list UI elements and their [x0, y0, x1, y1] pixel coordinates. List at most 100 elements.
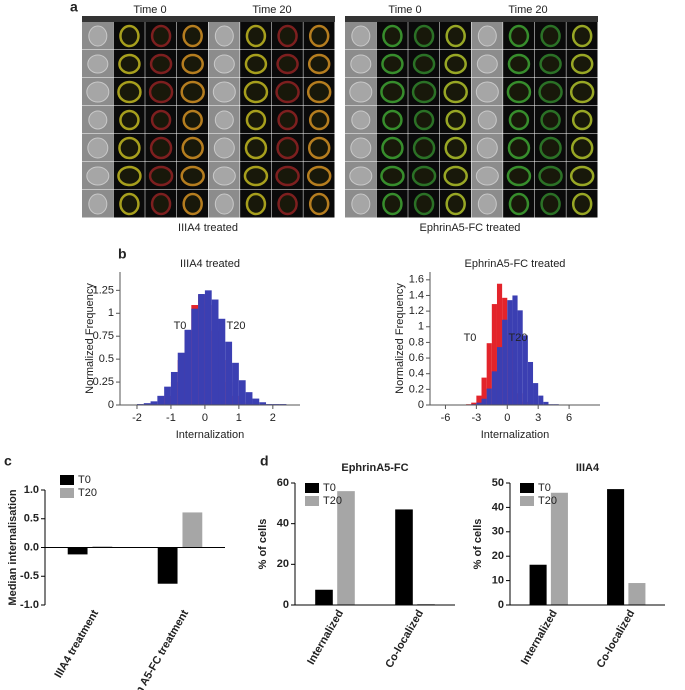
time-label: Time 20 — [508, 4, 547, 16]
x-tick-label: -6 — [441, 412, 451, 424]
cell-body — [570, 136, 594, 160]
y-tick-label: 1.4 — [409, 289, 424, 301]
chart-title: EphrinA5-FC — [341, 462, 408, 474]
cell-body — [245, 109, 267, 131]
cell-body — [569, 165, 595, 187]
y-axis-label: Median internalisation — [7, 489, 19, 605]
cell-body — [413, 109, 435, 131]
cell-body — [475, 166, 499, 186]
histogram-bar — [218, 318, 226, 405]
histogram-bar — [527, 361, 534, 405]
time-label: Time 0 — [388, 4, 421, 16]
cell-body — [214, 193, 234, 215]
cell-body — [540, 24, 561, 48]
y-axis-label: Normalized Frequency — [84, 283, 96, 394]
cell-body — [150, 192, 172, 216]
bar — [92, 546, 113, 548]
cell-body — [539, 136, 562, 160]
histogram-bar — [164, 386, 171, 405]
y-tick-label: 1.6 — [409, 274, 424, 286]
histogram-bar — [150, 401, 158, 405]
cell-body — [149, 136, 173, 160]
legend-label: T20 — [78, 487, 97, 499]
cell-body — [538, 165, 563, 187]
bar — [315, 589, 333, 605]
legend-label: T20 — [323, 495, 342, 507]
bar — [182, 512, 203, 548]
histogram-bar — [481, 398, 487, 405]
cell-body — [307, 136, 331, 160]
cell-body — [350, 137, 372, 159]
cell-body — [380, 165, 405, 187]
cell-body — [476, 54, 498, 74]
cell-body — [245, 24, 267, 48]
histogram-bar — [252, 398, 260, 405]
y-tick-label: 20 — [277, 558, 289, 570]
x-tick-label: -2 — [132, 412, 142, 424]
histogram-bar — [157, 395, 165, 405]
series-label: T0 — [464, 332, 477, 344]
histogram-bar — [491, 371, 497, 405]
x-axis-label: Internalization — [481, 429, 550, 441]
y-axis-label: Normalized Frequency — [394, 283, 406, 394]
histogram-bar — [476, 402, 482, 405]
bar — [337, 491, 355, 605]
histogram-bar — [232, 362, 239, 405]
panel-label: c — [4, 453, 12, 469]
cell-body — [569, 80, 595, 104]
series-label: T20 — [509, 332, 528, 344]
histogram-bar — [184, 329, 192, 405]
cell-body — [539, 53, 562, 75]
cell-body — [244, 136, 268, 160]
legend-label: T20 — [538, 495, 557, 507]
y-tick-label: 1 — [418, 321, 424, 333]
y-tick-label: 0 — [108, 399, 114, 411]
cell-body — [214, 25, 234, 47]
cell-body — [212, 81, 236, 103]
cell-body — [508, 192, 530, 216]
cell-body — [180, 80, 205, 104]
cell-body — [212, 166, 236, 186]
cell-body — [571, 24, 593, 48]
cell-body — [86, 81, 110, 103]
legend-swatch — [520, 483, 534, 493]
bar — [607, 489, 625, 605]
series-label: T0 — [174, 320, 187, 332]
cell-body — [411, 165, 437, 187]
histogram-bar — [225, 341, 233, 405]
histogram-bar — [204, 290, 212, 405]
histogram-bar — [486, 388, 492, 405]
histogram-bar — [538, 395, 544, 405]
cell-body — [243, 165, 269, 187]
cell-body — [276, 53, 299, 75]
y-tick-label: 50 — [492, 477, 504, 489]
y-tick-label: 0.2 — [409, 383, 424, 395]
cell-body — [351, 193, 371, 215]
cell-body — [412, 53, 436, 75]
cell-body — [148, 165, 174, 187]
cell-body — [507, 53, 531, 75]
cell-body — [117, 165, 142, 187]
y-tick-label: 0.6 — [409, 352, 424, 364]
cell-body — [214, 110, 234, 130]
y-tick-label: 40 — [492, 501, 504, 513]
histogram-bar — [198, 294, 205, 405]
cell-body — [443, 80, 468, 104]
image-header — [345, 16, 598, 22]
x-tick-label: 0 — [202, 412, 208, 424]
cell-body — [349, 166, 373, 186]
y-tick-label: 0.25 — [93, 376, 114, 388]
cell-body — [477, 110, 497, 130]
bar — [417, 603, 435, 605]
cell-body — [445, 109, 466, 131]
bar — [157, 547, 178, 584]
x-tick-label: 2 — [270, 412, 276, 424]
histogram-bar — [502, 319, 508, 405]
chart-title: IIIA4 — [576, 462, 600, 474]
histogram-bar — [543, 401, 549, 405]
y-tick-label: 20 — [492, 550, 504, 562]
cell-body — [413, 192, 435, 216]
y-tick-label: 0 — [283, 599, 289, 611]
x-tick-label: Internalized — [305, 608, 346, 667]
cell-body — [538, 80, 563, 104]
